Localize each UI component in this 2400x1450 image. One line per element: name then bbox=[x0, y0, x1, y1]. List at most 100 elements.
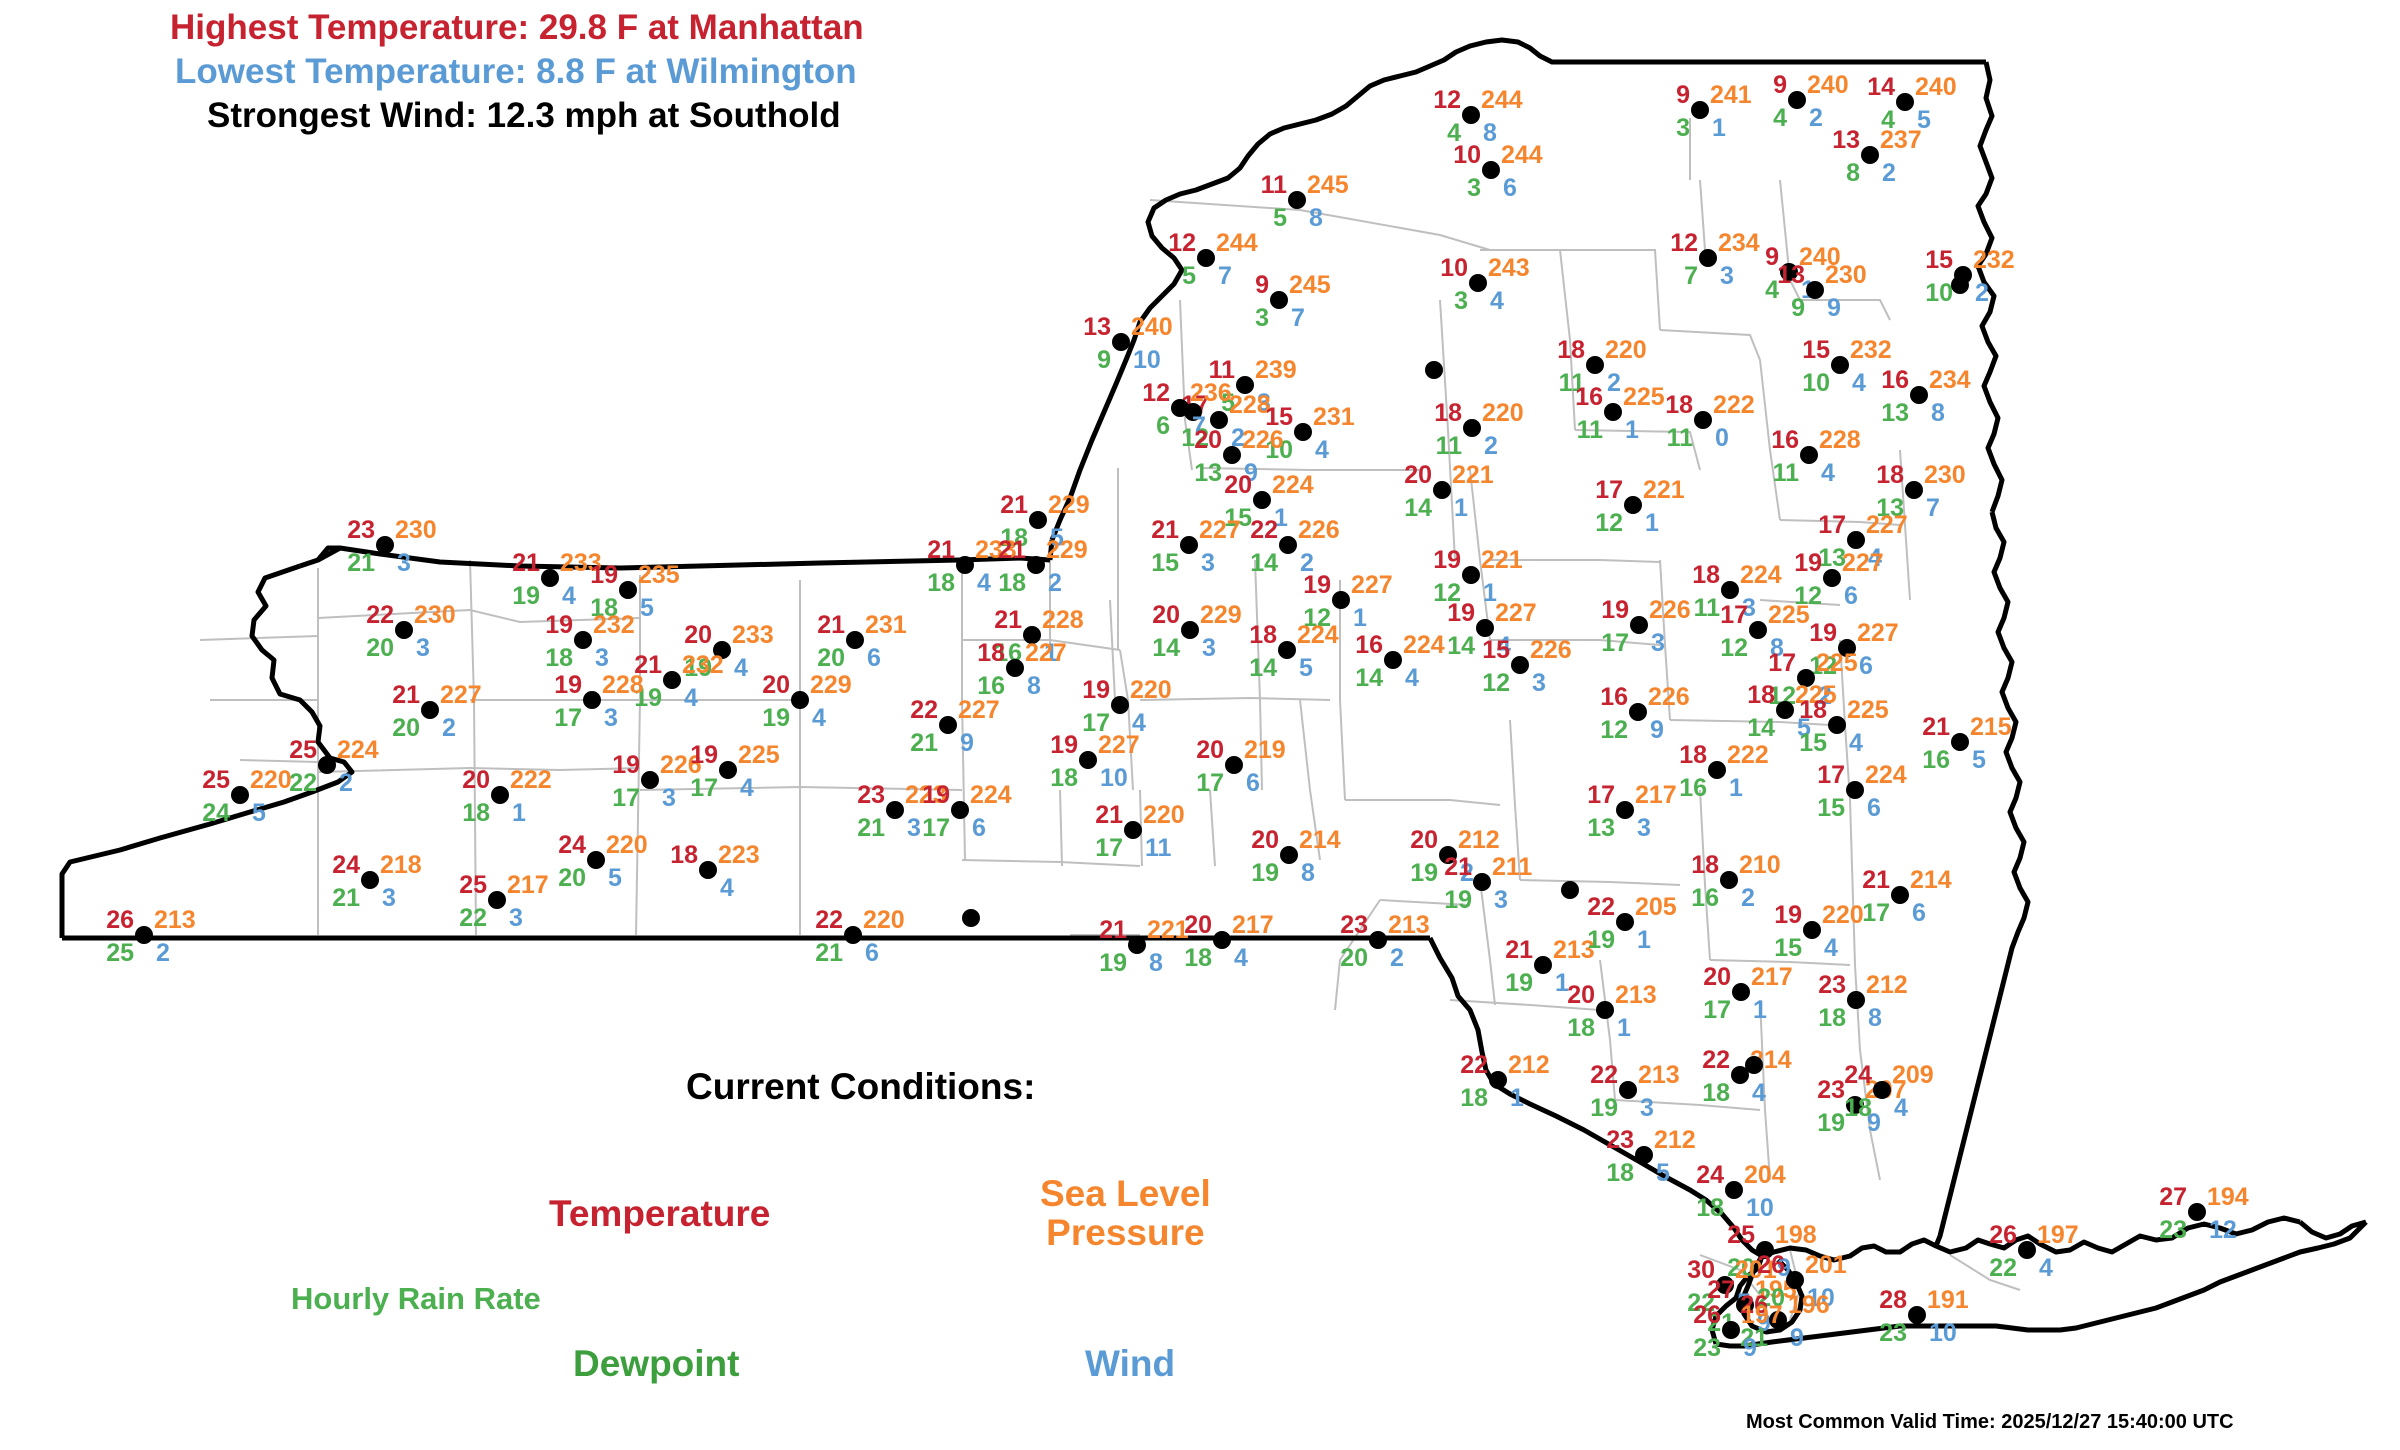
station-sea-level-pressure: 213 bbox=[1638, 1061, 1680, 1089]
station-marker-dot bbox=[1294, 423, 1312, 441]
station-dewpoint: 12 bbox=[1595, 509, 1623, 537]
station-marker-dot bbox=[1838, 639, 1856, 657]
station-marker-dot bbox=[1288, 191, 1306, 209]
station-temperature: 21 bbox=[1095, 801, 1123, 829]
station-dewpoint: 21 bbox=[857, 814, 885, 842]
station-wind: 1 bbox=[1555, 969, 1569, 997]
station-temperature: 25 bbox=[1727, 1221, 1755, 1249]
station-marker-dot bbox=[663, 671, 681, 689]
station-marker-dot bbox=[1270, 291, 1288, 309]
station-marker-dot bbox=[1908, 1306, 1926, 1324]
station-temperature: 22 bbox=[1590, 1061, 1618, 1089]
station-marker-dot bbox=[1861, 146, 1879, 164]
station-marker-dot bbox=[583, 691, 601, 709]
station-sea-level-pressure: 225 bbox=[1768, 601, 1810, 629]
station-wind: 4 bbox=[812, 704, 826, 732]
station-sea-level-pressure: 222 bbox=[510, 766, 552, 794]
station-wind: 1 bbox=[1454, 494, 1468, 522]
station-wind: 4 bbox=[734, 654, 748, 682]
station-wind: 3 bbox=[1637, 814, 1651, 842]
station-marker-dot bbox=[1253, 491, 1271, 509]
station-temperature: 12 bbox=[1670, 229, 1698, 257]
station-wind: 0 bbox=[1715, 424, 1729, 452]
station-dewpoint: 13 bbox=[1881, 399, 1909, 427]
station-marker-dot bbox=[1823, 569, 1841, 587]
station-dewpoint: 12 bbox=[1482, 669, 1510, 697]
station-marker-dot bbox=[1332, 591, 1350, 609]
station-temperature: 13 bbox=[1832, 126, 1860, 154]
station-temperature: 25 bbox=[202, 766, 230, 794]
station-temperature: 21 bbox=[634, 651, 662, 679]
station-marker-dot bbox=[1800, 446, 1818, 464]
station-dewpoint: 15 bbox=[1774, 934, 1802, 962]
station-dewpoint: 20 bbox=[366, 634, 394, 662]
station-dewpoint: 12 bbox=[1794, 582, 1822, 610]
station-dewpoint: 23 bbox=[2159, 1216, 2187, 1244]
station-sea-level-pressure: 240 bbox=[1807, 71, 1849, 99]
station-dewpoint: 3 bbox=[1255, 304, 1269, 332]
legend-sea-level-pressure-label: Sea Level Pressure bbox=[1040, 1173, 1211, 1253]
station-wind: 4 bbox=[720, 874, 734, 902]
station-sea-level-pressure: 235 bbox=[638, 561, 680, 589]
legend-dewpoint-label: Dewpoint bbox=[573, 1343, 740, 1384]
station-temperature: 26 bbox=[1740, 1291, 1768, 1319]
station-marker-dot bbox=[1803, 921, 1821, 939]
station-dewpoint: 23 bbox=[1879, 1319, 1907, 1347]
station-wind: 2 bbox=[1460, 859, 1474, 887]
station-marker-dot bbox=[318, 756, 336, 774]
station-temperature: 14 bbox=[1867, 73, 1895, 101]
station-dewpoint: 18 bbox=[462, 799, 490, 827]
station-dewpoint: 18 bbox=[1702, 1079, 1730, 1107]
station-dewpoint: 19 bbox=[1817, 1109, 1845, 1137]
legend-slp-line1: Sea Level bbox=[1040, 1173, 1211, 1214]
station-temperature: 11 bbox=[1260, 171, 1287, 199]
station-sea-level-pressure: 234 bbox=[1929, 366, 1971, 394]
station-temperature: 15 bbox=[1802, 336, 1830, 364]
station-sea-level-pressure: 214 bbox=[1910, 866, 1952, 894]
station-temperature: 23 bbox=[857, 781, 885, 809]
station-marker-dot bbox=[1225, 756, 1243, 774]
station-wind: 3 bbox=[604, 704, 618, 732]
station-wind: 4 bbox=[1849, 729, 1863, 757]
station-temperature: 22 bbox=[1250, 516, 1278, 544]
station-wind: 12 bbox=[2209, 1216, 2237, 1244]
station-dewpoint: 15 bbox=[1799, 729, 1827, 757]
station-wind: 5 bbox=[1050, 524, 1064, 552]
station-wind: 6 bbox=[1246, 769, 1260, 797]
station-temperature: 9 bbox=[1765, 243, 1779, 271]
station-temperature: 20 bbox=[1251, 826, 1279, 854]
station-wind: 4 bbox=[1315, 436, 1329, 464]
station-dewpoint: 13 bbox=[1876, 494, 1904, 522]
station-wind: 1 bbox=[1753, 996, 1767, 1024]
station-wind: 6 bbox=[972, 814, 986, 842]
station-temperature: 17 bbox=[1818, 511, 1846, 539]
station-dewpoint: 13 bbox=[1818, 544, 1846, 572]
station-temperature: 20 bbox=[762, 671, 790, 699]
station-temperature: 12 bbox=[1168, 229, 1196, 257]
station-temperature: 13 bbox=[1083, 313, 1111, 341]
station-wind: 5 bbox=[1917, 106, 1931, 134]
station-temperature: 22 bbox=[1460, 1051, 1488, 1079]
station-dewpoint: 20 bbox=[817, 644, 845, 672]
station-dewpoint: 22 bbox=[1989, 1254, 2017, 1282]
station-wind: 3 bbox=[1257, 389, 1271, 417]
station-wind: 4 bbox=[2039, 1254, 2053, 1282]
station-dewpoint: 18 bbox=[1818, 1004, 1846, 1032]
station-wind: 7 bbox=[1192, 412, 1206, 440]
station-sea-level-pressure: 217 bbox=[1635, 781, 1677, 809]
station-dewpoint: 3 bbox=[1676, 114, 1690, 142]
station-marker-dot bbox=[1629, 703, 1647, 721]
station-sea-level-pressure: 220 bbox=[606, 831, 648, 859]
station-sea-level-pressure: 227 bbox=[1025, 639, 1067, 667]
station-dewpoint: 15 bbox=[1151, 549, 1179, 577]
station-marker-dot bbox=[1124, 821, 1142, 839]
station-wind: 1 bbox=[1712, 114, 1726, 142]
station-temperature: 19 bbox=[690, 741, 718, 769]
station-dewpoint: 18 bbox=[927, 569, 955, 597]
station-marker-dot bbox=[1534, 956, 1552, 974]
station-sea-level-pressure: 229 bbox=[1048, 491, 1090, 519]
station-temperature: 19 bbox=[1303, 571, 1331, 599]
station-wind: 2 bbox=[1048, 569, 1062, 597]
station-wind: 2 bbox=[442, 714, 456, 742]
station-sea-level-pressure: 197 bbox=[1741, 1301, 1783, 1329]
